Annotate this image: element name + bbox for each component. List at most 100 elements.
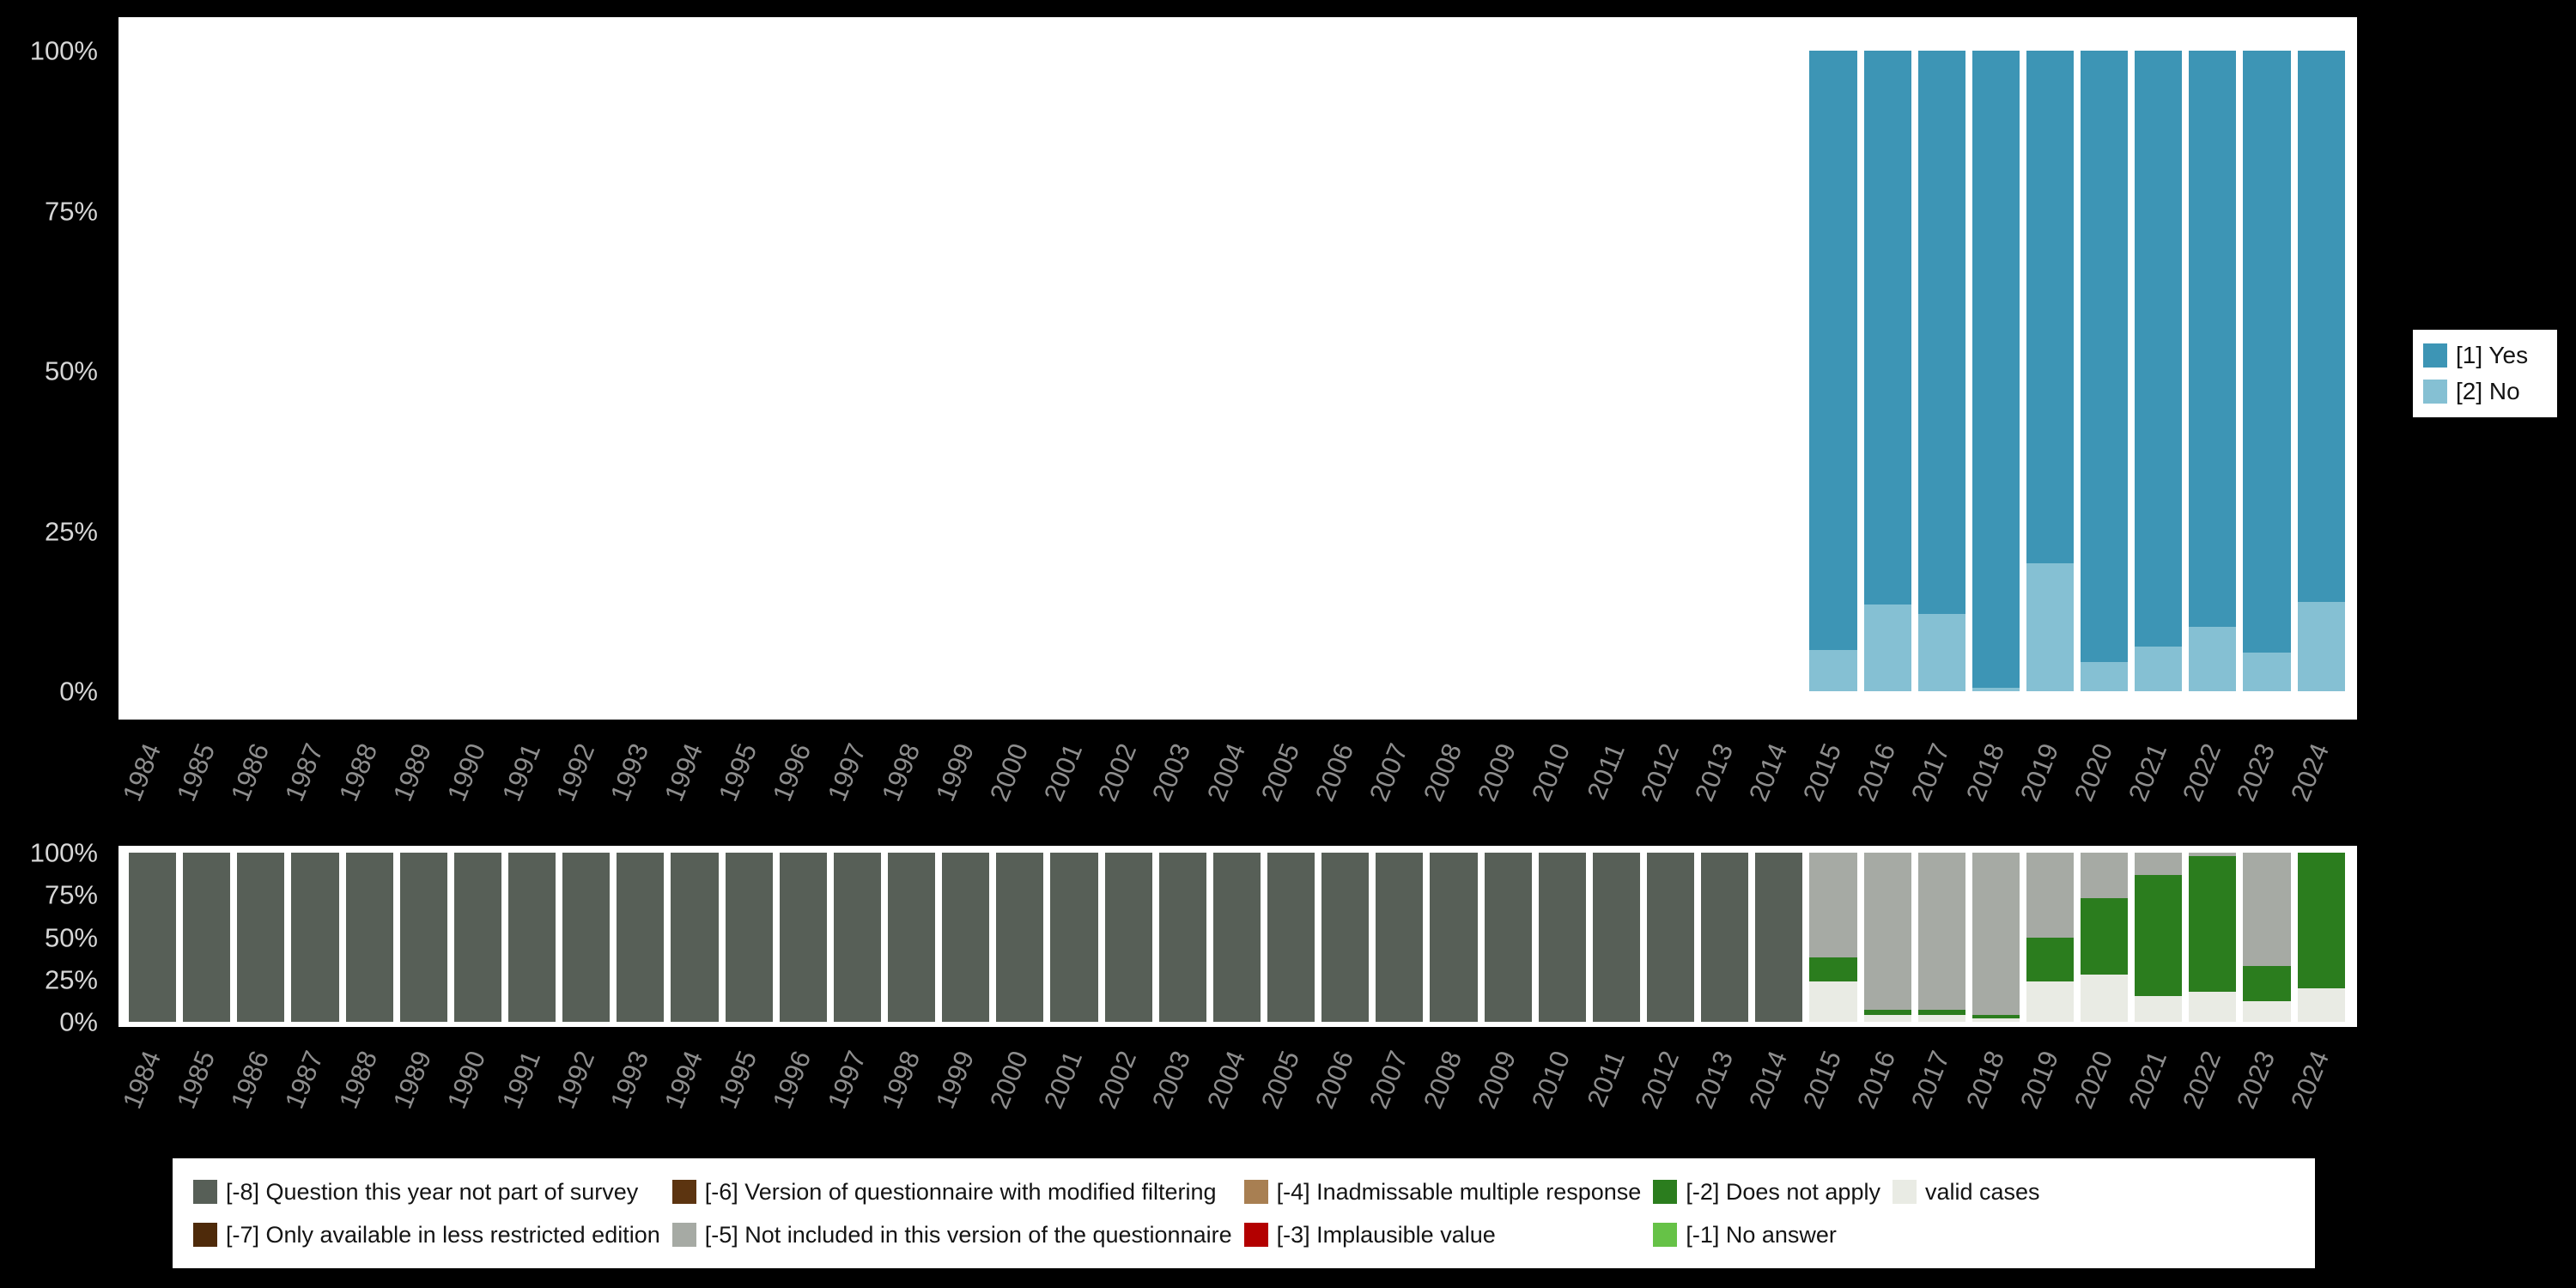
legend-label: [-7] Only available in less restricted e… bbox=[226, 1221, 660, 1248]
x-axis-year-label: 2021 bbox=[2122, 738, 2173, 806]
bar-2004 bbox=[1212, 853, 1261, 1022]
x-axis-year-label: 1994 bbox=[658, 738, 709, 806]
legend-item-neg1: [-1] No answer bbox=[1653, 1222, 1880, 1249]
segment-neg5 bbox=[2135, 853, 2183, 875]
top-chart-panel bbox=[118, 17, 2357, 720]
x-axis-year-label: 1988 bbox=[333, 1046, 384, 1114]
bar-1995 bbox=[726, 51, 773, 691]
bar-2023 bbox=[2243, 51, 2291, 691]
bar-2007 bbox=[1376, 853, 1424, 1022]
legend-item-valid: valid cases bbox=[1892, 1179, 2040, 1206]
bar-1997 bbox=[834, 51, 881, 691]
bar-2012 bbox=[1647, 51, 1694, 691]
legend-swatch-neg6 bbox=[671, 1180, 696, 1204]
bar-1990 bbox=[454, 51, 501, 691]
segment-valid bbox=[1863, 1015, 1911, 1022]
y-axis-tick-label: 0% bbox=[59, 676, 98, 707]
segment-neg2 bbox=[1809, 957, 1857, 981]
bar-1994 bbox=[671, 51, 718, 691]
x-axis-year-label: 2016 bbox=[1851, 1046, 1902, 1114]
bar-1997 bbox=[833, 853, 881, 1022]
legend-label: [-1] No answer bbox=[1686, 1221, 1837, 1248]
segment-neg5 bbox=[2189, 853, 2237, 856]
bar-1993 bbox=[617, 51, 664, 691]
bar-2006 bbox=[1321, 51, 1369, 691]
x-axis-year-label: 1989 bbox=[387, 1046, 438, 1114]
x-axis-year-label: 1984 bbox=[116, 1046, 167, 1114]
x-axis-year-label: 2019 bbox=[2014, 1046, 2064, 1114]
legend-item-neg2: [-2] Does not apply bbox=[1653, 1179, 1880, 1206]
x-axis-year-label: 2004 bbox=[1200, 1046, 1251, 1114]
bar-2009 bbox=[1484, 853, 1532, 1022]
legend-item-neg6: [-6] Version of questionnaire with modif… bbox=[671, 1179, 1232, 1206]
legend-swatch-no bbox=[2423, 380, 2447, 404]
segment-neg2 bbox=[1863, 1010, 1911, 1016]
x-axis-year-label: 1986 bbox=[224, 738, 276, 806]
legend-label: [-4] Inadmissable multiple response bbox=[1276, 1178, 1642, 1205]
bar-2020 bbox=[2081, 853, 2129, 1022]
bar-2014 bbox=[1755, 853, 1803, 1022]
segment-neg8 bbox=[507, 853, 556, 1022]
x-axis-year-label: 2012 bbox=[1634, 738, 1685, 806]
legend-swatch-neg1 bbox=[1653, 1223, 1678, 1247]
x-axis-year-label: 2010 bbox=[1526, 1046, 1577, 1114]
bar-2019 bbox=[2026, 51, 2075, 691]
segment-neg8 bbox=[887, 853, 936, 1022]
segment-neg5 bbox=[1917, 853, 1965, 1011]
legend-label: [2] No bbox=[2456, 378, 2520, 404]
x-axis-year-label: 2010 bbox=[1526, 738, 1577, 806]
segment-yes bbox=[2243, 51, 2291, 653]
bar-2009 bbox=[1485, 51, 1532, 691]
segment-yes bbox=[1917, 51, 1965, 615]
segment-neg8 bbox=[1430, 853, 1478, 1022]
legend-swatch-neg4 bbox=[1243, 1180, 1268, 1204]
bar-2003 bbox=[1158, 853, 1206, 1022]
segment-neg8 bbox=[1321, 853, 1370, 1022]
segment-neg8 bbox=[1646, 853, 1695, 1022]
bar-2017 bbox=[1917, 51, 1965, 691]
bottom-chart-plot bbox=[125, 853, 2348, 1022]
segment-neg8 bbox=[779, 853, 827, 1022]
x-axis-year-label: 1997 bbox=[821, 738, 872, 806]
x-axis-year-label: 2009 bbox=[1472, 738, 1522, 806]
bar-2013 bbox=[1701, 853, 1749, 1022]
x-axis-year-label: 2002 bbox=[1092, 738, 1143, 806]
segment-yes bbox=[1863, 51, 1911, 605]
legend-swatch-neg7 bbox=[193, 1223, 217, 1247]
bar-2010 bbox=[1539, 51, 1586, 691]
x-axis-year-label: 2008 bbox=[1418, 738, 1468, 806]
segment-neg8 bbox=[1592, 853, 1640, 1022]
segment-neg8 bbox=[399, 853, 447, 1022]
segment-yes bbox=[2135, 51, 2183, 647]
segment-valid bbox=[2026, 981, 2075, 1022]
x-axis-year-label: 2024 bbox=[2285, 1046, 2336, 1114]
segment-neg2 bbox=[2081, 898, 2129, 975]
x-axis-year-label: 2005 bbox=[1255, 1046, 1305, 1114]
top-chart-plot bbox=[125, 51, 2348, 691]
segment-neg8 bbox=[1484, 853, 1532, 1022]
segment-neg2 bbox=[2297, 853, 2345, 988]
x-axis-year-label: 2014 bbox=[1742, 738, 1794, 806]
x-axis-year-label: 2009 bbox=[1472, 1046, 1522, 1114]
segment-valid bbox=[2297, 987, 2345, 1022]
segment-neg8 bbox=[129, 853, 177, 1022]
segment-neg8 bbox=[1104, 853, 1152, 1022]
segment-valid bbox=[2081, 974, 2129, 1022]
segment-valid bbox=[1971, 1018, 2020, 1022]
bar-1993 bbox=[617, 853, 665, 1022]
segment-yes bbox=[2297, 51, 2345, 602]
bar-2001 bbox=[1050, 853, 1098, 1022]
bar-2013 bbox=[1701, 51, 1748, 691]
x-axis-year-label: 2004 bbox=[1200, 738, 1251, 806]
legend-swatch-neg3 bbox=[1243, 1223, 1268, 1247]
x-axis-year-label: 1985 bbox=[170, 1046, 221, 1114]
bar-2016 bbox=[1863, 853, 1911, 1022]
x-axis-year-label: 2020 bbox=[2068, 738, 2119, 806]
segment-no bbox=[2081, 662, 2129, 691]
x-axis-year-label: 2007 bbox=[1363, 1046, 1414, 1114]
top-chart-x-axis: 1984 1985 1986 1987 1988 1989 1990 1991 1992 1993… bbox=[117, 726, 2348, 851]
segment-neg8 bbox=[237, 853, 285, 1022]
x-axis-year-label: 2012 bbox=[1634, 1046, 1685, 1114]
segment-neg8 bbox=[1050, 853, 1098, 1022]
segment-valid bbox=[2243, 1001, 2291, 1022]
